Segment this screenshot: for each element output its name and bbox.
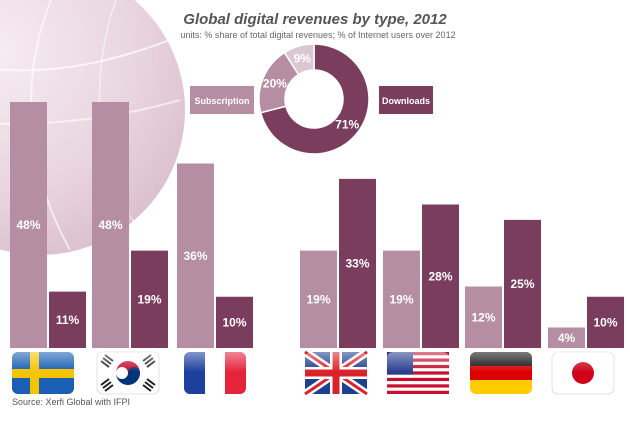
us-stripe (387, 390, 449, 394)
us-stripe (387, 371, 449, 375)
us-stripe (387, 384, 449, 388)
donut-label-subscription: 20% (263, 77, 287, 91)
bar-label-subscription-germany: 12% (471, 310, 495, 324)
flag-usa-icon (387, 352, 449, 394)
bar-group: 48% 11% 48% 19% 36% 10% 19% 33% 19% 28% 12% 25% 4% 10… (10, 102, 624, 348)
flag-france-icon (184, 352, 246, 394)
chart-title: Global digital revenues by type, 2012 (183, 11, 447, 28)
flag-germany-icon (470, 352, 532, 394)
bar-label-subscription-japan: 4% (558, 331, 576, 345)
flag-uk-icon (302, 348, 370, 398)
bar-label-downloads-germany: 25% (510, 277, 534, 291)
bar-downloads-south-korea (131, 250, 168, 348)
chart-subtitle: units: % share of total digital revenues… (180, 30, 455, 40)
bar-downloads-united-states (422, 204, 459, 348)
bar-subscription-sweden (10, 102, 47, 348)
bar-subscription-south-korea (92, 102, 129, 348)
bar-label-downloads-south-korea: 19% (137, 292, 161, 306)
bar-label-subscription-south-korea: 48% (98, 218, 122, 232)
flag-sweden-icon (12, 352, 74, 394)
bar-downloads-france (216, 296, 253, 348)
us-stripe (387, 377, 449, 382)
legend-label-subscription: Subscription (194, 96, 249, 106)
bar-subscription-japan (548, 327, 585, 348)
bar-subscription-united-kingdom (300, 250, 337, 348)
bar-downloads-germany (504, 219, 541, 348)
donut-label-downloads: 71% (335, 118, 359, 132)
bar-label-downloads-united-states: 28% (428, 269, 452, 283)
bar-downloads-japan (587, 296, 624, 348)
bar-downloads-sweden (49, 291, 86, 348)
legend-swatch-downloads (379, 86, 433, 114)
bar-label-subscription-united-kingdom: 19% (306, 292, 330, 306)
bar-label-downloads-france: 10% (222, 315, 246, 329)
bar-label-subscription-france: 36% (183, 249, 207, 263)
bar-label-subscription-united-states: 19% (389, 292, 413, 306)
bar-label-downloads-united-kingdom: 33% (345, 256, 369, 270)
source-note: Source: Xerfi Global with IFPI (12, 397, 130, 407)
donut-label-other: 9% (294, 52, 312, 66)
bar-subscription-united-states (383, 250, 420, 348)
bar-label-downloads-japan: 10% (593, 315, 617, 329)
donut-slice-other (283, 43, 315, 76)
donut-slice-downloads (259, 43, 370, 155)
flag-south-korea-icon (96, 351, 160, 395)
bar-subscription-france (177, 163, 214, 348)
flag-japan-icon (551, 351, 615, 395)
bar-label-subscription-sweden: 48% (16, 218, 40, 232)
bar-label-downloads-sweden: 11% (56, 313, 80, 327)
legend-swatch-subscription (190, 86, 254, 114)
donut-chart: 71% 20% 9% (258, 43, 370, 155)
bar-subscription-germany (465, 286, 502, 348)
bar-downloads-united-kingdom (339, 178, 376, 348)
legend-label-downloads: Downloads (382, 96, 430, 106)
